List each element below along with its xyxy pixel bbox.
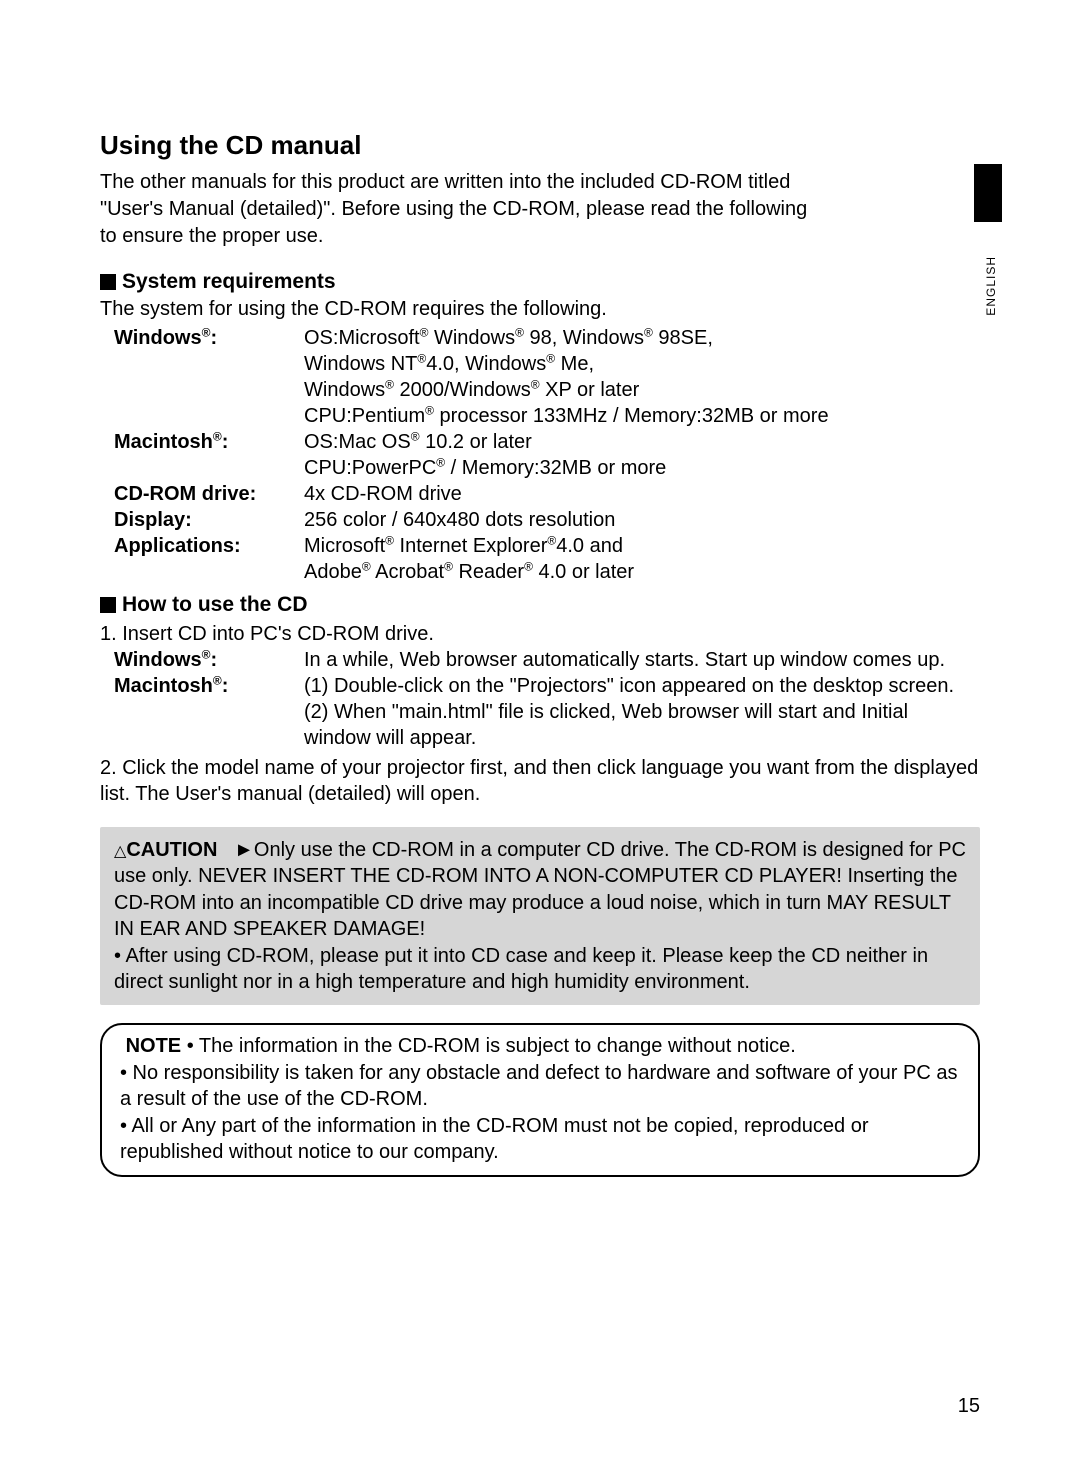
requirement-label: Applications: (100, 533, 304, 585)
caution-label: CAUTION (126, 839, 217, 861)
requirement-label: Windows®: (100, 325, 304, 429)
requirement-row: Windows®:OS:Microsoft® Windows® 98, Wind… (100, 325, 980, 429)
requirement-label: Display: (100, 507, 304, 533)
requirement-value: 4x CD-ROM drive (304, 481, 980, 507)
page-number: 15 (958, 1395, 980, 1418)
requirement-row: Macintosh®:OS:Mac OS® 10.2 or laterCPU:P… (100, 429, 980, 481)
howto-heading: How to use the CD (100, 593, 980, 617)
howto-windows-row: Windows®: In a while, Web browser automa… (100, 647, 980, 673)
system-requirements-label: System requirements (122, 270, 336, 294)
bullet-square-icon (100, 274, 116, 290)
howto-label: How to use the CD (122, 593, 308, 617)
howto-step-1: 1. Insert CD into PC's CD-ROM drive. (100, 621, 980, 647)
system-requirements-heading: System requirements (100, 270, 980, 294)
note-body-2: • No responsibility is taken for any obs… (120, 1062, 957, 1110)
requirement-row: Display:256 color / 640x480 dots resolut… (100, 507, 980, 533)
howto-step-2-text: 2. Click the model name of your projecto… (100, 757, 978, 805)
howto-mac-row: Macintosh®: (1) Double-click on the "Pro… (100, 673, 980, 751)
howto-windows-label: Windows®: (100, 647, 304, 673)
page-title: Using the CD manual (100, 130, 980, 161)
requirement-row: Applications:Microsoft® Internet Explore… (100, 533, 980, 585)
note-label: NOTE (126, 1035, 182, 1057)
requirement-row: CD-ROM drive:4x CD-ROM drive (100, 481, 980, 507)
howto-step-2: 2. Click the model name of your projecto… (100, 755, 980, 807)
note-body-3: • All or Any part of the information in … (120, 1115, 868, 1163)
howto-mac-line-1: (1) Double-click on the "Projectors" ico… (304, 673, 980, 699)
bullet-square-icon (100, 597, 116, 613)
caution-body-1: Only use the CD-ROM in a computer CD dri… (114, 839, 966, 940)
intro-paragraph: The other manuals for this product are w… (100, 169, 820, 250)
page-content: Using the CD manual The other manuals fo… (0, 0, 1080, 1217)
howto-mac-line-2: (2) When "main.html" file is clicked, We… (304, 699, 980, 751)
requirement-value: Microsoft® Internet Explorer®4.0 andAdob… (304, 533, 980, 585)
howto-mac-label: Macintosh®: (100, 673, 304, 751)
system-requirements-intro: The system for using the CD-ROM requires… (100, 298, 980, 321)
requirement-value: OS:Microsoft® Windows® 98, Windows® 98SE… (304, 325, 980, 429)
howto-windows-value: In a while, Web browser automatically st… (304, 647, 980, 673)
requirement-label: CD-ROM drive: (100, 481, 304, 507)
caution-body-2: • After using CD-ROM, please put it into… (114, 945, 928, 993)
caution-box: △CAUTION ►Only use the CD-ROM in a compu… (100, 827, 980, 1005)
requirements-list: Windows®:OS:Microsoft® Windows® 98, Wind… (100, 325, 980, 585)
requirement-value: OS:Mac OS® 10.2 or laterCPU:PowerPC® / M… (304, 429, 980, 481)
requirement-value: 256 color / 640x480 dots resolution (304, 507, 980, 533)
warning-icon: △ (114, 843, 126, 860)
howto-mac-value: (1) Double-click on the "Projectors" ico… (304, 673, 980, 751)
requirement-label: Macintosh®: (100, 429, 304, 481)
note-body-1: • The information in the CD-ROM is subje… (187, 1035, 796, 1057)
note-box: NOTE • The information in the CD-ROM is … (100, 1023, 980, 1177)
